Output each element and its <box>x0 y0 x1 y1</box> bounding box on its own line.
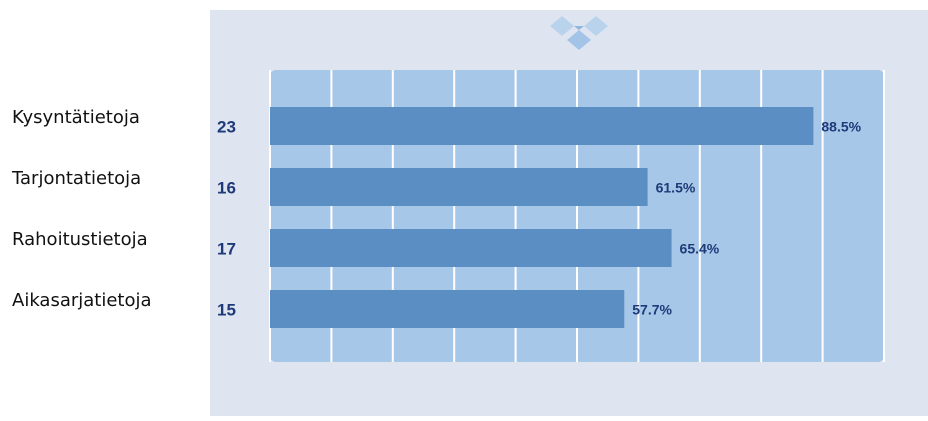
value-label: 61.5% <box>656 180 696 196</box>
category-label: Kysyntätietoja <box>12 107 140 128</box>
count-label: 23 <box>217 117 236 136</box>
category-label: Rahoitustietoja <box>12 229 148 250</box>
count-label: 16 <box>217 178 236 197</box>
count-label: 17 <box>217 239 236 258</box>
value-label: 57.7% <box>632 302 672 318</box>
bar <box>270 107 814 145</box>
bar <box>270 290 625 328</box>
category-label: Aikasarjatietoja <box>12 290 152 311</box>
bar <box>270 168 648 206</box>
bar <box>270 229 672 267</box>
value-label: 88.5% <box>821 119 861 135</box>
count-label: 15 <box>217 300 236 319</box>
logo <box>550 16 608 50</box>
value-label: 65.4% <box>680 241 720 257</box>
category-label: Tarjontatietoja <box>11 168 141 189</box>
